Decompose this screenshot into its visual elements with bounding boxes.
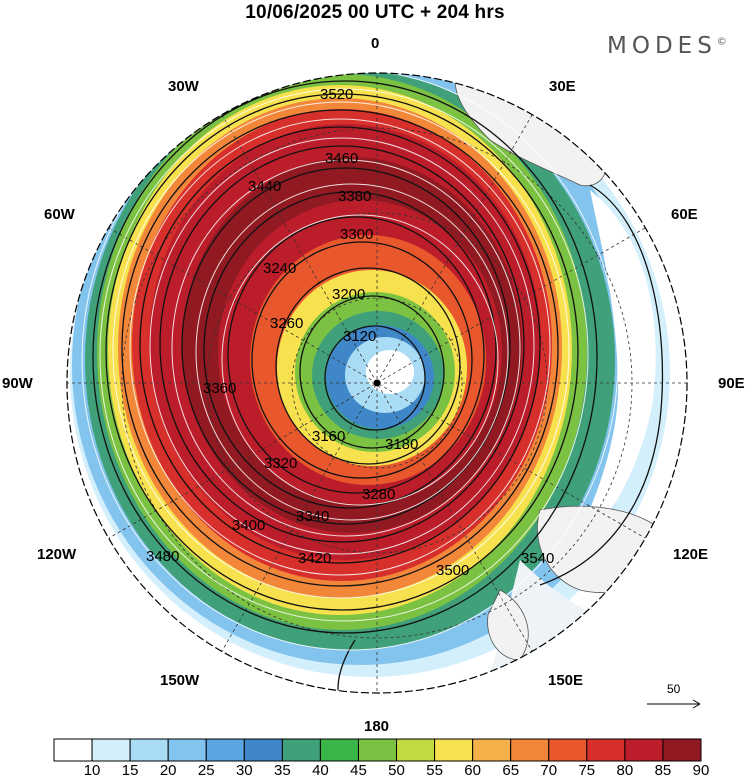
contour-label: 3380 xyxy=(338,188,372,205)
colorbar-swatch xyxy=(243,738,283,762)
colorbar-tick-label: 85 xyxy=(654,762,672,779)
colorbar-swatch xyxy=(53,738,93,762)
contour-label: 3340 xyxy=(296,508,330,525)
contour-label: 3120 xyxy=(343,328,377,345)
colorbar-tick-label: 90 xyxy=(692,762,710,779)
colorbar-tick-label: 55 xyxy=(426,762,443,779)
height-contours xyxy=(92,80,664,693)
colorbar-swatch xyxy=(357,738,398,762)
contour-label: 3540 xyxy=(521,550,555,567)
lon-label-120e: 120E xyxy=(673,546,709,563)
contour-label: 3160 xyxy=(312,428,346,445)
colorbar xyxy=(53,738,702,762)
lon-label-0: 0 xyxy=(371,35,380,52)
contour-label: 3480 xyxy=(146,548,180,565)
colorbar-tick-label: 15 xyxy=(121,762,139,779)
map-title: 10/06/2025 00 UTC + 204 hrs xyxy=(245,2,505,23)
wind-reference-label: 50 xyxy=(667,682,681,696)
colorbar-swatch xyxy=(624,738,664,762)
colorbar-swatch xyxy=(319,738,359,762)
contour-label: 3180 xyxy=(385,436,419,453)
lon-label-180: 180 xyxy=(364,718,390,735)
contour-label: 3200 xyxy=(332,286,366,303)
colorbar-tick-label: 65 xyxy=(502,762,520,779)
colorbar-swatch xyxy=(281,738,321,762)
contour-label: 3360 xyxy=(203,380,237,397)
colorbar-swatch xyxy=(662,738,702,762)
wind-streamlines xyxy=(81,73,619,651)
lon-label-30w: 30W xyxy=(168,78,199,95)
lon-label-60w: 60W xyxy=(44,206,75,223)
colorbar-tick-label: 75 xyxy=(578,762,596,779)
lon-label-150e: 150E xyxy=(548,672,584,689)
colorbar-swatch xyxy=(472,738,512,762)
contour-label: 3280 xyxy=(362,486,396,503)
colorbar-swatch xyxy=(548,738,588,762)
contour-label: 3260 xyxy=(270,315,304,332)
contour-label: 3420 xyxy=(298,550,332,567)
contour-label: 3300 xyxy=(340,226,374,243)
colorbar-tick-label: 60 xyxy=(464,762,481,779)
colorbar-swatch xyxy=(434,738,474,762)
lon-label-60e: 60E xyxy=(671,206,698,223)
colorbar-swatch xyxy=(129,738,169,762)
lon-label-90w: 90W xyxy=(2,375,33,392)
colorbar-swatch xyxy=(167,738,207,762)
colorbar-tick-label: 80 xyxy=(616,762,634,779)
colorbar-swatch xyxy=(586,738,626,762)
colorbar-swatch xyxy=(510,738,550,762)
colorbar-tick-label: 10 xyxy=(83,762,101,779)
colorbar-tick-label: 25 xyxy=(197,762,215,779)
colorbar-swatch xyxy=(205,738,245,762)
contour-label: 3320 xyxy=(264,455,298,472)
colorbar-tick-label: 40 xyxy=(312,762,329,779)
contour-label: 3440 xyxy=(248,178,282,195)
wind-reference-arrow xyxy=(647,699,701,709)
colorbar-tick-label: 35 xyxy=(274,762,291,779)
pole-marker xyxy=(373,379,381,387)
colorbar-tick-label: 45 xyxy=(350,762,367,779)
lon-label-150w: 150W xyxy=(160,672,200,689)
colorbar-tick-label: 30 xyxy=(235,762,253,779)
contour-label: 3460 xyxy=(325,150,359,167)
contour-label: 3240 xyxy=(263,260,297,277)
lon-label-90e: 90E xyxy=(718,375,745,392)
contour-label: 3520 xyxy=(320,86,354,103)
lon-label-30e: 30E xyxy=(549,78,576,95)
contour-label: 3500 xyxy=(436,562,470,579)
colorbar-tick-label: 50 xyxy=(388,762,405,779)
colorbar-swatch xyxy=(91,738,131,762)
contour-label: 3400 xyxy=(232,517,266,534)
colorbar-tick-label: 70 xyxy=(540,762,558,779)
lon-label-120w: 120W xyxy=(37,546,77,563)
colorbar-tick-label: 20 xyxy=(159,762,177,779)
modes-logo: MODES© xyxy=(607,33,732,59)
colorbar-swatch xyxy=(396,738,436,762)
